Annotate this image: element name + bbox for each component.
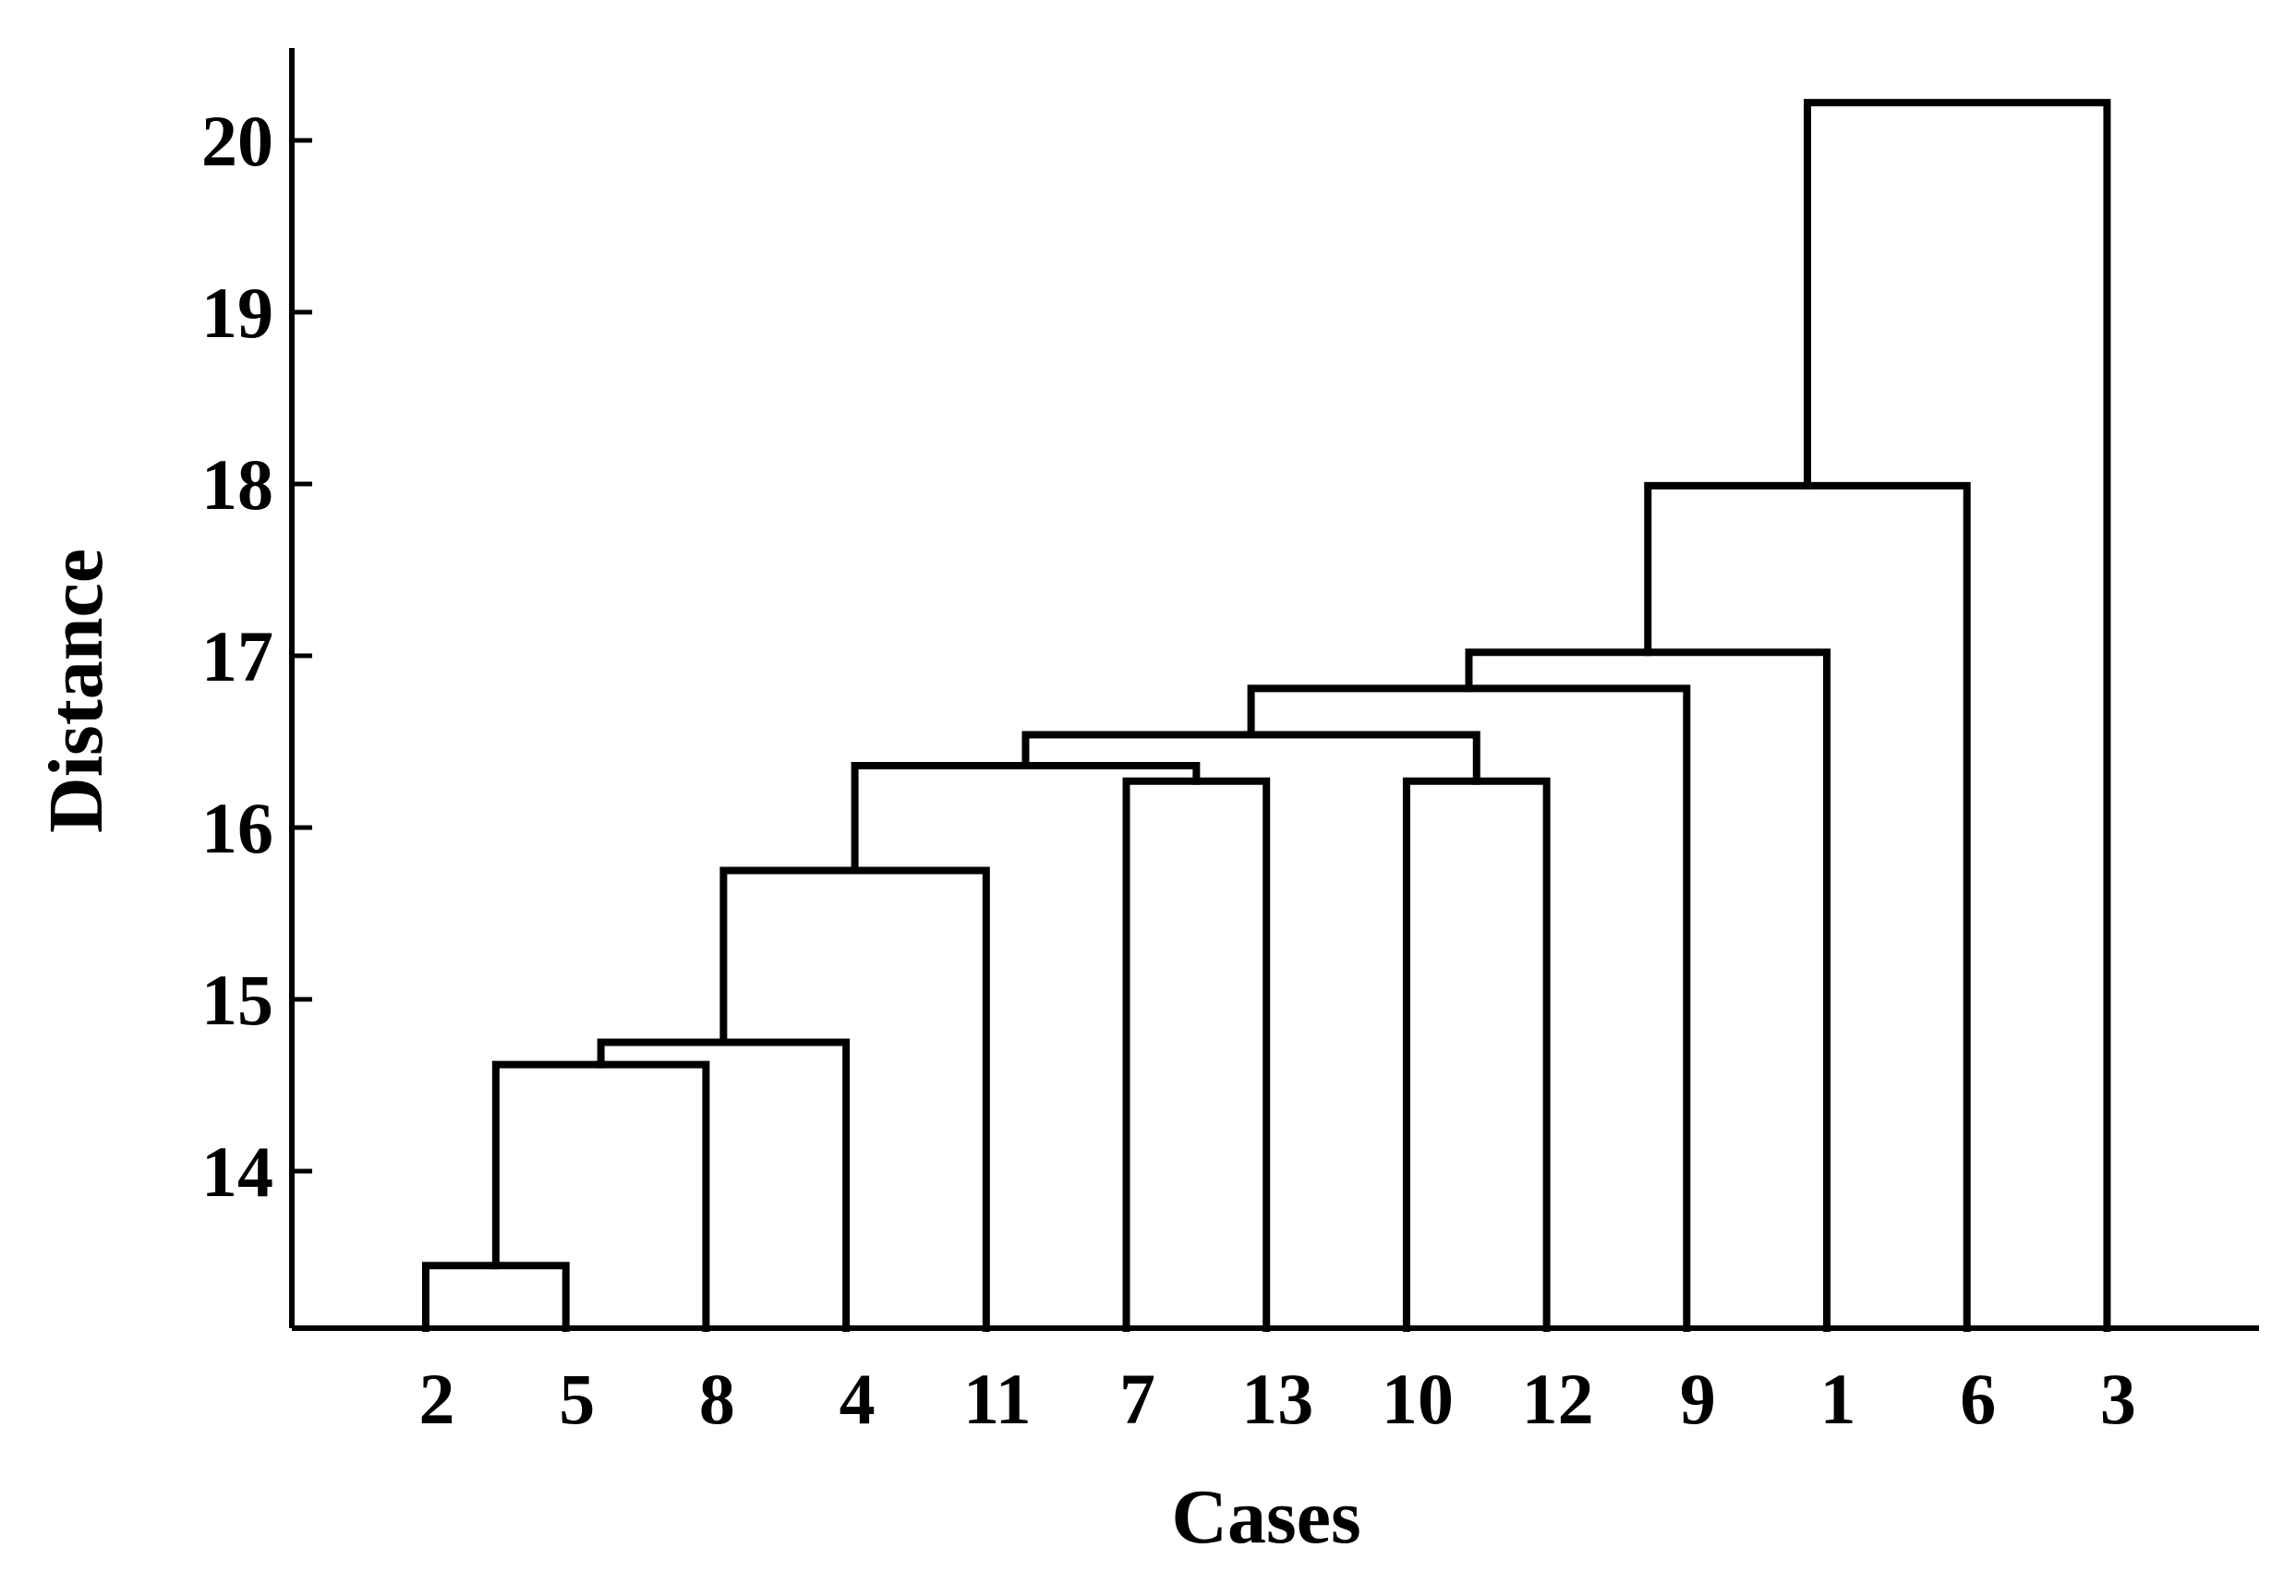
merge-link-6 [1402, 777, 1551, 1332]
leaf-label-9: 9 [1680, 1359, 1716, 1439]
y-tick-label-18: 18 [201, 444, 273, 525]
dendrogram-links [422, 99, 2111, 1332]
merge-link-4 [719, 866, 990, 1332]
leaf-label-5: 5 [559, 1359, 595, 1439]
leaf-label-10: 10 [1382, 1359, 1454, 1439]
merge-link-8 [1021, 731, 1480, 785]
y-axis-ticks: 14 15 16 17 18 19 20 [201, 101, 312, 1212]
y-tick-label-16: 16 [201, 788, 273, 868]
leaf-label-7: 7 [1119, 1359, 1155, 1439]
y-tick-label-15: 15 [201, 960, 273, 1040]
leaf-label-6: 6 [1960, 1359, 1996, 1439]
x-axis-title: Cases [1171, 1474, 1360, 1560]
leaf-label-12: 12 [1522, 1359, 1594, 1439]
y-tick-label-14: 14 [201, 1131, 273, 1212]
leaf-label-1: 1 [1820, 1359, 1856, 1439]
y-tick-label-17: 17 [201, 616, 273, 696]
merge-link-12 [1803, 99, 2111, 1332]
y-axis-title: Distance [33, 549, 119, 833]
leaf-label-11: 11 [963, 1359, 1032, 1439]
y-tick-label-19: 19 [201, 272, 273, 353]
leaf-label-2: 2 [419, 1359, 455, 1439]
leaf-label-13: 13 [1241, 1359, 1313, 1439]
leaf-label-3: 3 [2100, 1359, 2136, 1439]
x-axis-leaf-labels: 2 5 8 4 11 7 13 10 12 9 1 6 3 [419, 1359, 2136, 1439]
merge-link-1 [422, 1262, 570, 1332]
y-tick-label-20: 20 [201, 101, 273, 181]
merge-link-2 [491, 1060, 710, 1332]
merge-link-10 [1465, 648, 1831, 1332]
merge-link-5 [1122, 777, 1271, 1332]
merge-link-11 [1644, 481, 1971, 1332]
leaf-label-4: 4 [840, 1359, 876, 1439]
leaf-label-8: 8 [699, 1359, 735, 1439]
chart-axes [289, 48, 2259, 1331]
merge-link-3 [597, 1038, 851, 1332]
